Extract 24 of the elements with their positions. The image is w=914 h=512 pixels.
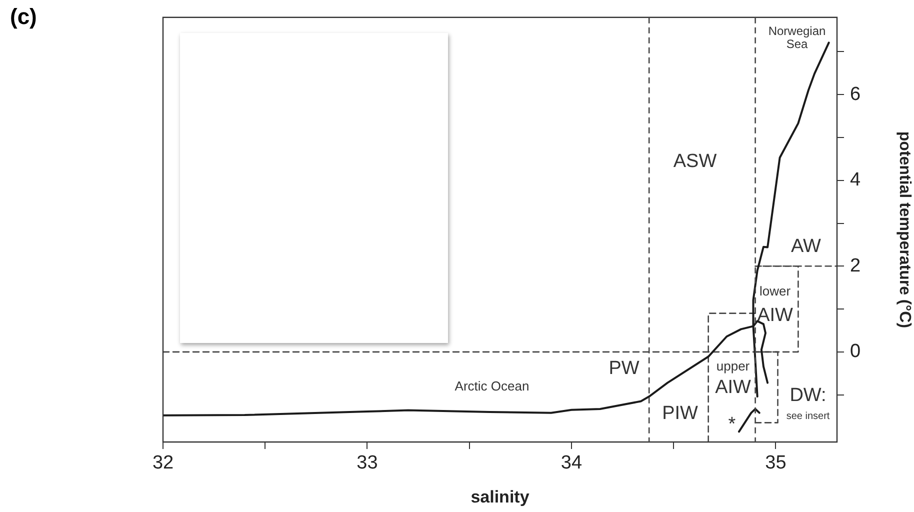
y-tick-label: 4 — [850, 170, 861, 191]
annotation: upper — [716, 358, 750, 374]
y-axis-title: potential temperature (°C) — [896, 131, 913, 328]
annotation: AIW — [757, 305, 794, 326]
annotation: AW — [791, 236, 822, 258]
y-tick-label: 2 — [850, 255, 861, 276]
chart-title: (c) — [10, 4, 37, 30]
annotation: PIW — [662, 403, 698, 424]
x-tick-label: 35 — [765, 452, 786, 474]
x-tick-label: 32 — [152, 452, 174, 474]
annotation: see insert — [786, 410, 830, 422]
x-tick-label: 33 — [356, 452, 378, 474]
annotation: AIW — [715, 377, 752, 398]
x-tick-label: 34 — [560, 452, 582, 474]
annotation: Norwegian Sea — [768, 24, 826, 51]
y-tick-label: 0 — [850, 341, 861, 362]
y-tick-label: 6 — [850, 84, 861, 105]
annotation: PW — [608, 358, 640, 380]
annotation: lower — [759, 284, 792, 299]
annotation: Arctic Ocean — [454, 378, 530, 394]
annotation: * — [728, 414, 736, 436]
annotation: ASW — [673, 151, 717, 172]
x-axis-title: salinity — [470, 487, 530, 506]
annotation: DW: — [790, 385, 826, 406]
